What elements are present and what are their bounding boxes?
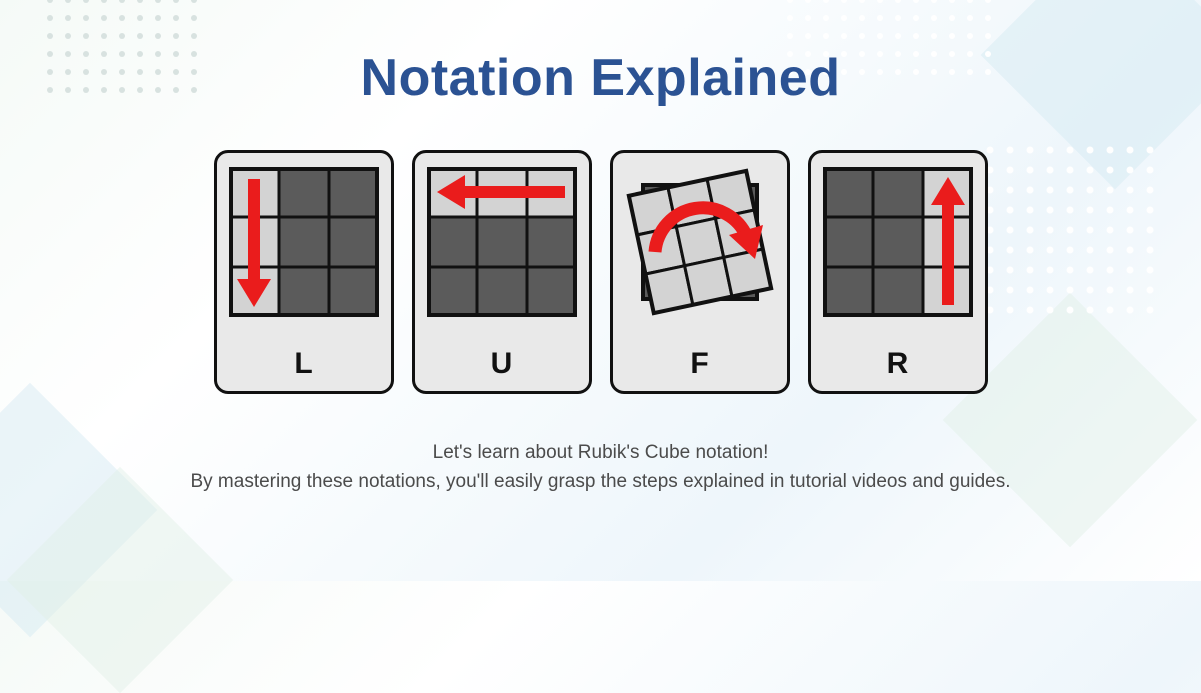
cube-face-L	[229, 167, 379, 317]
notation-cards: L	[214, 150, 988, 394]
card-F: F	[610, 150, 790, 394]
card-label: F	[690, 347, 708, 381]
card-U: U	[412, 150, 592, 394]
card-L: L	[214, 150, 394, 394]
arrow-up-icon	[823, 167, 973, 317]
description-line2: By mastering these notations, you'll eas…	[190, 467, 1010, 496]
cube-face-F	[625, 167, 775, 317]
page-title: Notation Explained	[361, 48, 841, 108]
card-R: R	[808, 150, 988, 394]
description-line1: Let's learn about Rubik's Cube notation!	[190, 438, 1010, 467]
cube-face-R	[823, 167, 973, 317]
decor-diamond	[7, 467, 233, 693]
arrow-down-icon	[229, 167, 379, 317]
cube-face-U	[427, 167, 577, 317]
description: Let's learn about Rubik's Cube notation!…	[190, 438, 1010, 497]
card-label: L	[294, 347, 312, 381]
arrow-left-icon	[427, 167, 577, 317]
card-label: R	[887, 347, 909, 381]
card-label: U	[491, 347, 513, 381]
arrow-cw-icon	[625, 167, 775, 317]
